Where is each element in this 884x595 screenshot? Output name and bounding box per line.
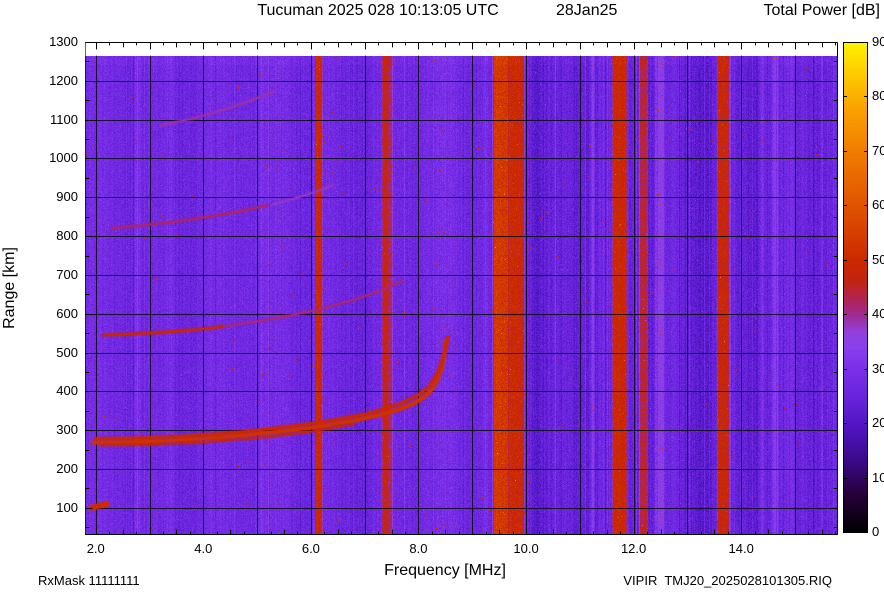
colorbar-tick-label: 40 <box>872 306 884 322</box>
x-tick-label: 8.0 <box>409 541 428 556</box>
y-axis-label: Range [km] <box>1 247 18 329</box>
y-tick-label: 600 <box>56 305 78 321</box>
colorbar-tick-label: 0 <box>872 524 880 539</box>
y-tick-label: 1000 <box>49 150 78 166</box>
ionogram-heatmap <box>85 42 838 535</box>
plot-title: Tucuman 2025 028 10:13:05 UTC <box>257 2 499 19</box>
y-tick-label: 400 <box>56 383 78 399</box>
y-tick-label: 200 <box>56 461 78 476</box>
y-tick-label: 1300 <box>49 34 78 49</box>
x-axis-label: Frequency [MHz] <box>384 562 506 579</box>
y-tick-label: 1100 <box>50 111 78 127</box>
y-tick-label: 300 <box>56 422 78 438</box>
colorbar-tick-label: 80 <box>872 88 884 104</box>
colorbar-tick-label: 30 <box>872 360 884 376</box>
x-tick-label: 6.0 <box>301 541 320 556</box>
y-tick-label: 500 <box>56 344 78 360</box>
y-tick-label: 100 <box>56 499 78 515</box>
colorbar-title: Total Power [dB] <box>763 2 881 19</box>
colorbar <box>843 42 868 533</box>
y-tick-label: 1200 <box>49 72 78 88</box>
y-tick-label: 800 <box>56 228 78 244</box>
colorbar-tick-label: 20 <box>872 415 884 431</box>
colorbar-tick-label: 50 <box>872 251 884 267</box>
x-tick-label: 2.0 <box>86 541 105 556</box>
y-tick-label: 900 <box>56 189 78 205</box>
file-name-label: VIPIR TMJ20_2025028101305.RIQ <box>623 573 832 588</box>
x-tick-label: 12.0 <box>620 541 647 556</box>
y-tick-label: 700 <box>56 266 78 282</box>
x-tick-label: 14.0 <box>728 541 754 556</box>
colorbar-tick-label: 70 <box>872 142 884 158</box>
x-tick-label: 4.0 <box>194 541 213 556</box>
colorbar-tick-label: 90 <box>872 34 884 49</box>
colorbar-tick-label: 10 <box>872 469 884 485</box>
rx-mask-label: RxMask 11111111 <box>38 573 140 588</box>
x-tick-label: 10.0 <box>513 541 539 556</box>
colorbar-tick-label: 60 <box>872 197 884 213</box>
plot-date: 28Jan25 <box>556 2 618 19</box>
